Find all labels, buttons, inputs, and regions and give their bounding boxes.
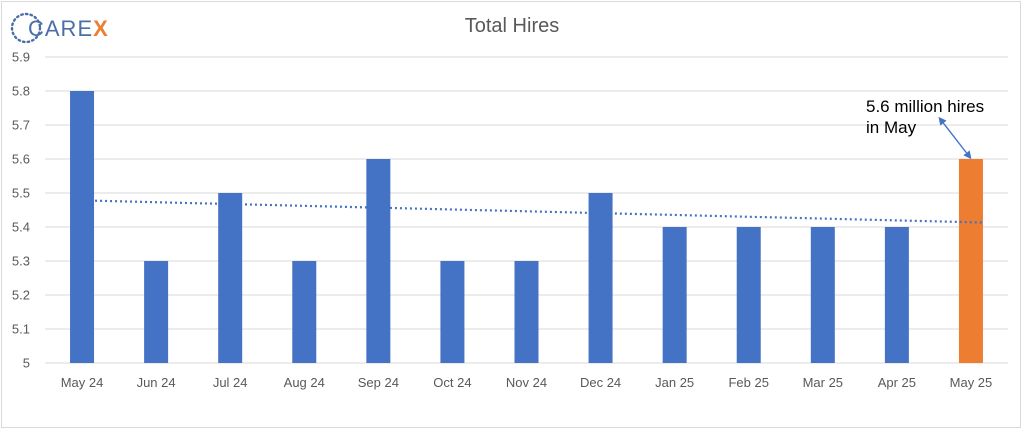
y-tick-label: 5.8 <box>12 84 30 99</box>
y-tick-label: 5.3 <box>12 254 30 269</box>
y-tick-label: 5.9 <box>12 50 30 65</box>
x-tick-label: May 25 <box>950 375 993 390</box>
bar <box>958 159 983 363</box>
logo-ring-icon <box>10 12 42 44</box>
bar <box>70 91 95 363</box>
logo-text: CAREX <box>28 16 109 42</box>
bar <box>218 193 243 363</box>
y-tick-label: 5 <box>23 356 30 371</box>
logo-text-accent: X <box>93 16 109 41</box>
y-tick-label: 5.4 <box>12 220 30 235</box>
bar <box>144 261 169 363</box>
y-tick-label: 5.6 <box>12 152 30 167</box>
x-tick-label: May 24 <box>61 375 104 390</box>
y-tick-label: 5.1 <box>12 322 30 337</box>
annotation-text: 5.6 million hires <box>866 97 984 116</box>
bar <box>736 227 761 363</box>
chart-title: Total Hires <box>464 15 560 37</box>
bar <box>662 227 687 363</box>
bar <box>514 261 539 363</box>
x-tick-label: Jul 24 <box>213 375 248 390</box>
logo-text-main: CARE <box>28 16 94 41</box>
bar <box>366 159 391 363</box>
x-tick-label: Jan 25 <box>655 375 694 390</box>
x-tick-label: Apr 25 <box>878 375 916 390</box>
x-tick-label: Dec 24 <box>580 375 621 390</box>
bar <box>884 227 909 363</box>
x-tick-label: Feb 25 <box>728 375 768 390</box>
x-tick-label: Mar 25 <box>803 375 843 390</box>
y-tick-label: 5.5 <box>12 186 30 201</box>
x-tick-label: Oct 24 <box>433 375 471 390</box>
annotation-arrow <box>938 116 972 160</box>
y-tick-label: 5.2 <box>12 288 30 303</box>
bar <box>588 193 613 363</box>
bar <box>440 261 465 363</box>
carex-logo: CAREX <box>8 8 108 48</box>
x-tick-label: Jun 24 <box>137 375 176 390</box>
bar <box>810 227 835 363</box>
x-tick-label: Nov 24 <box>506 375 547 390</box>
x-tick-label: Sep 24 <box>358 375 399 390</box>
y-tick-label: 5.7 <box>12 118 30 133</box>
x-tick-label: Aug 24 <box>284 375 325 390</box>
bar <box>292 261 317 363</box>
annotation-text: in May <box>866 118 917 137</box>
trendline <box>70 198 983 224</box>
